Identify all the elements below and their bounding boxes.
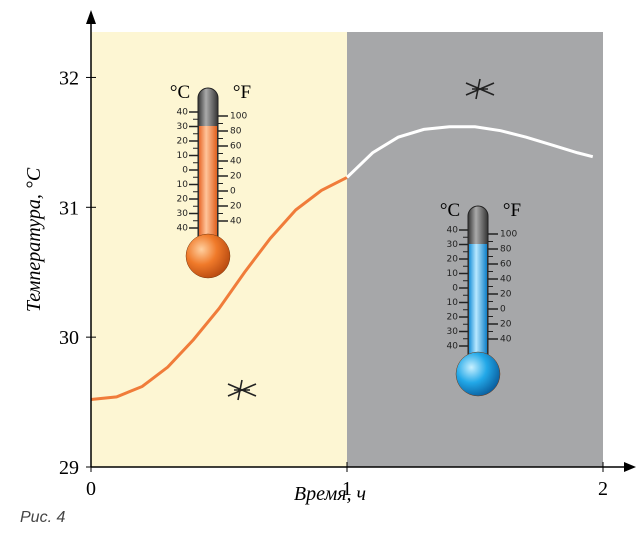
- f-scale-label: 40: [230, 157, 242, 167]
- f-scale-label: 0: [230, 187, 236, 197]
- f-scale-label: 20: [230, 172, 242, 182]
- f-scale-label: 100: [230, 112, 247, 122]
- c-scale-label: 10: [177, 180, 189, 190]
- c-scale-label: 30: [447, 240, 459, 250]
- c-scale-label: 30: [177, 122, 189, 132]
- tube-liquid: [199, 126, 217, 256]
- bulb: [455, 351, 501, 397]
- series-line: [90, 176, 348, 401]
- f-scale-label: 80: [500, 245, 512, 255]
- c-scale-label: 0: [182, 166, 188, 176]
- axes: 29 30 31 32 0 1 2: [59, 10, 636, 500]
- unit-f: °F: [233, 82, 251, 103]
- f-scale-label: 20: [500, 320, 512, 330]
- c-scale-label: 10: [447, 298, 459, 308]
- icon: [227, 78, 495, 401]
- f-scale-label: 0: [500, 305, 506, 315]
- x-tick-label: 1: [342, 478, 352, 500]
- y-tick-label: 32: [59, 67, 79, 89]
- c-scale-label: 40: [177, 224, 189, 234]
- c-scale-label: 40: [177, 108, 189, 118]
- f-scale-label: 40: [500, 275, 512, 285]
- c-scale-label: 0: [452, 284, 458, 294]
- c-scale-label: 20: [447, 255, 459, 265]
- caption: Рис. 4: [20, 509, 65, 526]
- unit-c: °C: [440, 200, 460, 221]
- c-scale-label: 20: [447, 313, 459, 323]
- f-scale-label: 60: [500, 260, 512, 270]
- c-scale-label: 30: [447, 327, 459, 337]
- c-scale-label: 10: [177, 151, 189, 161]
- lines: [90, 125, 594, 401]
- regions: [91, 32, 603, 467]
- f-scale-label: 40: [230, 217, 242, 227]
- y-tick-label: 30: [59, 327, 79, 349]
- y-arrow: [86, 10, 96, 24]
- c-scale-label: 20: [177, 137, 189, 147]
- f-scale-label: 100: [500, 230, 517, 240]
- unit-c: °C: [170, 82, 190, 103]
- f-scale-label: 20: [230, 202, 242, 212]
- series-line: [345, 125, 594, 179]
- c-scale-label: 40: [447, 226, 459, 236]
- f-scale-label: 60: [230, 142, 242, 152]
- y-tick-label: 31: [59, 197, 79, 219]
- x-arrow: [624, 462, 636, 472]
- tube-liquid: [469, 244, 487, 374]
- c-scale-label: 20: [177, 195, 189, 205]
- y-label: Температура, °С: [23, 167, 45, 312]
- unit-f: °F: [503, 200, 521, 221]
- x-label: Время, ч: [294, 483, 366, 505]
- c-scale-label: 10: [447, 269, 459, 279]
- f-scale-label: 40: [500, 335, 512, 345]
- c-scale-label: 30: [177, 209, 189, 219]
- c-scale-label: 40: [447, 342, 459, 352]
- x-tick-label: 2: [598, 478, 608, 500]
- f-scale-label: 20: [500, 290, 512, 300]
- y-tick-label: 29: [59, 457, 79, 479]
- x-tick-label: 0: [86, 478, 96, 500]
- f-scale-label: 80: [230, 127, 242, 137]
- bulb: [185, 233, 231, 279]
